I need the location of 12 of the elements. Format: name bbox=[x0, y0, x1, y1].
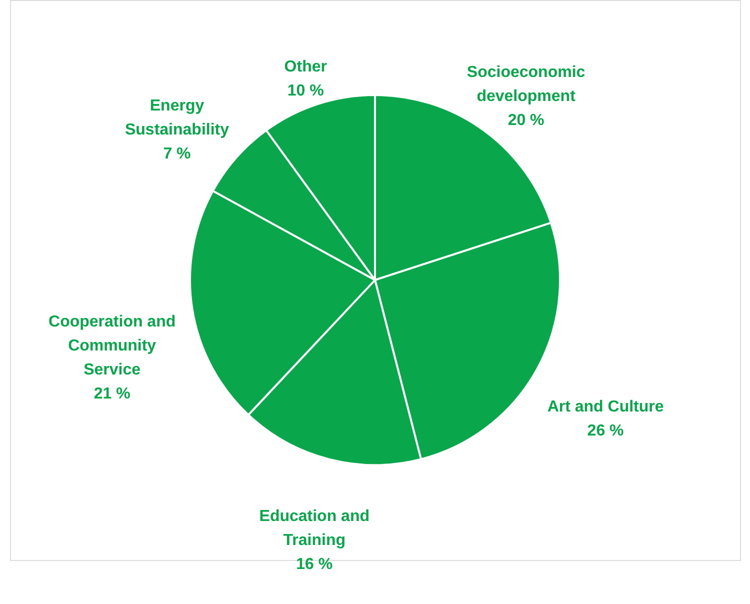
slice-label: Socioeconomic development bbox=[466, 64, 586, 106]
data-label: 26 % bbox=[587, 422, 624, 440]
data-label: 20 % bbox=[508, 112, 544, 130]
slice-label: Education and Training bbox=[259, 508, 370, 550]
slice-label: Energy Sustainability bbox=[124, 97, 230, 138]
data-label: 16 % bbox=[296, 556, 333, 574]
slice-label: Cooperation and Community Service bbox=[48, 314, 176, 379]
slice-label: Art and Culture bbox=[547, 398, 664, 416]
data-label: 21 % bbox=[94, 386, 130, 403]
data-label: 10 % bbox=[287, 82, 324, 100]
data-label: 7 % bbox=[163, 145, 191, 162]
slice-label: Other bbox=[284, 58, 327, 76]
